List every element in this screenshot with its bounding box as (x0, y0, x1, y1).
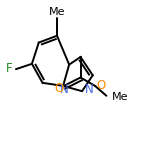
Text: Me: Me (112, 92, 129, 102)
Text: N: N (85, 83, 93, 96)
Text: Me: Me (49, 7, 65, 17)
Text: O: O (54, 82, 63, 95)
Text: N: N (59, 83, 68, 96)
Text: O: O (96, 79, 105, 92)
Text: F: F (6, 62, 13, 75)
